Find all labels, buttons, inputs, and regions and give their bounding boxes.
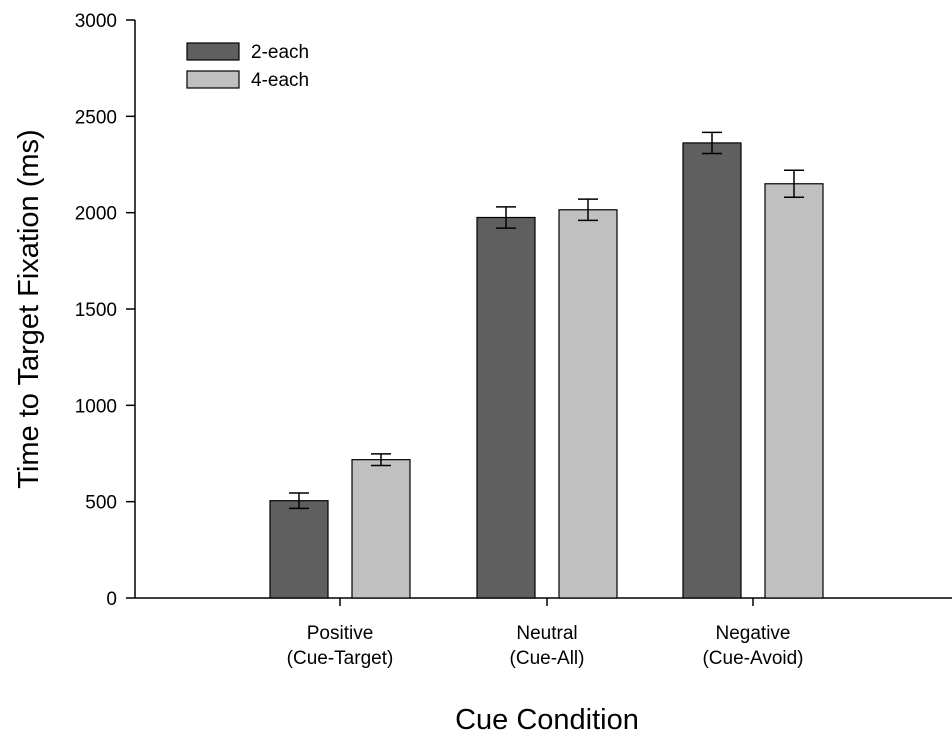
legend-label-2-each: 2-each — [251, 42, 309, 63]
bar-4-each-0 — [351, 459, 411, 599]
bar-2-each-1 — [476, 216, 536, 599]
error-bars — [289, 131, 804, 510]
y-axis-title: Time to Target Fixation (ms) — [13, 129, 45, 488]
x-axis-title: Cue Condition — [455, 704, 639, 736]
legend-label-4-each: 4-each — [251, 70, 309, 91]
category-labels: Positive (Cue-Target) Neutral (Cue-All) Nega… — [287, 623, 804, 669]
category-label-line1: Neutral — [516, 623, 577, 644]
bar-2-each-2 — [682, 142, 742, 599]
y-tick-label: 2000 — [75, 204, 117, 225]
bars — [269, 142, 824, 599]
y-axis-ticks: 0 500 1000 1500 2000 2500 3000 — [75, 11, 135, 610]
y-tick-label: 0 — [106, 589, 117, 610]
y-tick-label: 1500 — [75, 300, 117, 321]
y-tick-label: 500 — [85, 493, 117, 514]
legend-swatch-4-each — [186, 70, 240, 89]
category-label-line2: (Cue-Target) — [287, 648, 394, 669]
y-tick-label: 1000 — [75, 396, 117, 417]
legend-swatch-2-each — [186, 42, 240, 61]
category-label-line2: (Cue-Avoid) — [702, 648, 803, 669]
legend: 2-each 4-each — [186, 42, 309, 91]
category-label-line1: Negative — [716, 623, 791, 644]
axes — [134, 20, 952, 599]
x-axis-ticks — [339, 598, 754, 606]
category-label-line1: Positive — [307, 623, 374, 644]
bar-2-each-0 — [269, 500, 329, 599]
category-label-line2: (Cue-All) — [510, 648, 585, 669]
bar-4-each-2 — [764, 183, 824, 599]
bar-4-each-1 — [558, 209, 618, 599]
y-tick-label: 3000 — [75, 11, 117, 32]
y-tick-label: 2500 — [75, 107, 117, 128]
